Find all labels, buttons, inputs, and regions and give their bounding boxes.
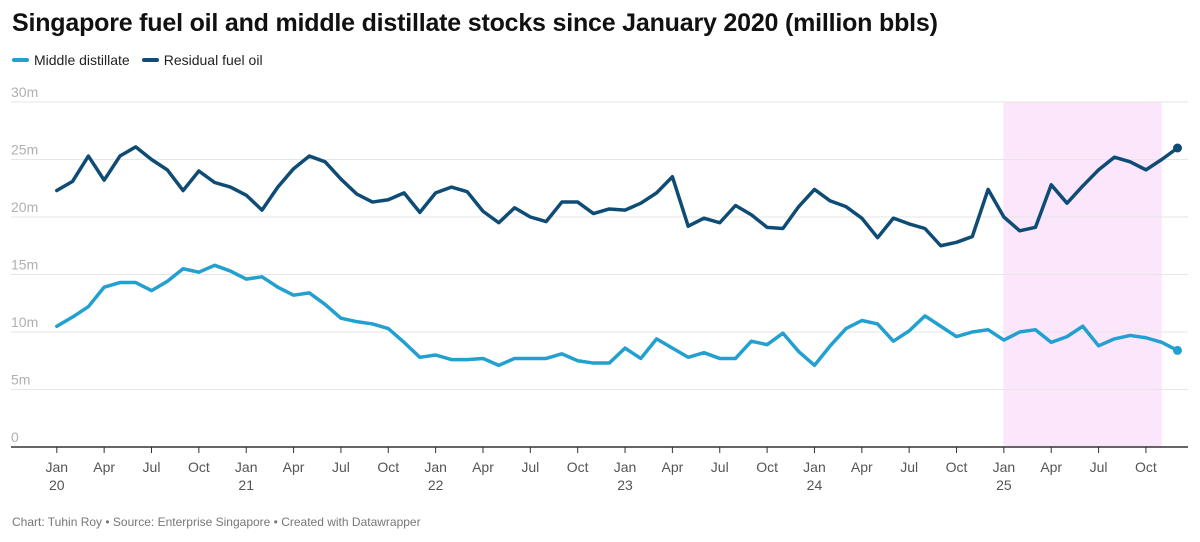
x-tick-year-0: 20 <box>49 477 65 493</box>
legend-swatch-residual-fuel-oil <box>141 58 159 62</box>
x-tick-label-30: Jul <box>521 459 539 475</box>
x-tick-label-63: Apr <box>1040 459 1062 475</box>
x-tick-label-0: Jan <box>46 459 69 475</box>
x-tick-year-48: 24 <box>807 477 823 493</box>
legend: Middle distillate Residual fuel oil <box>12 52 275 68</box>
legend-label-middle-distillate: Middle distillate <box>34 52 130 68</box>
x-tick-label-48: Jan <box>803 459 826 475</box>
series-line-middle-distillate <box>55 263 1180 368</box>
y-tick-label-10: 10m <box>11 314 38 330</box>
x-tick-label-21: Oct <box>377 459 399 475</box>
y-tick-label-0: 0 <box>11 429 19 445</box>
x-tick-label-33: Oct <box>567 459 589 475</box>
x-tick-label-3: Apr <box>93 459 115 475</box>
y-tick-label-30: 30m <box>11 84 38 100</box>
y-tick-label-25: 25m <box>11 142 38 158</box>
series-end-point-middle-distillate <box>1173 345 1182 355</box>
x-tick-label-6: Jul <box>143 459 161 475</box>
legend-item-residual-fuel-oil: Residual fuel oil <box>141 52 263 68</box>
y-tick-label-5: 5m <box>11 372 30 388</box>
x-tick-label-12: Jan <box>235 459 258 475</box>
x-tick-label-36: Jan <box>614 459 637 475</box>
x-tick-year-60: 25 <box>996 477 1012 493</box>
x-tick-year-24: 22 <box>428 477 444 493</box>
y-tick-label-20: 20m <box>11 199 38 215</box>
series-end-point-residual-fuel-oil <box>1173 143 1182 153</box>
x-tick-label-60: Jan <box>993 459 1016 475</box>
chart-footer: Chart: Tuhin Roy • Source: Enterprise Si… <box>12 515 421 529</box>
x-tick-label-69: Oct <box>1135 459 1157 475</box>
chart-title: Singapore fuel oil and middle distillate… <box>12 9 938 37</box>
x-tick-label-39: Apr <box>661 459 683 475</box>
legend-label-residual-fuel-oil: Residual fuel oil <box>163 52 263 68</box>
x-tick-year-36: 23 <box>617 477 633 493</box>
x-tick-label-45: Oct <box>756 459 778 475</box>
x-tick-label-18: Jul <box>332 459 350 475</box>
y-tick-label-15: 15m <box>11 257 38 273</box>
x-tick-label-15: Apr <box>283 459 305 475</box>
x-tick-label-66: Jul <box>1090 459 1108 475</box>
x-tick-label-51: Apr <box>851 459 873 475</box>
x-tick-label-42: Jul <box>711 459 729 475</box>
series-line-residual-fuel-oil <box>55 145 1180 248</box>
legend-item-middle-distillate: Middle distillate <box>12 52 130 68</box>
x-tick-year-12: 21 <box>238 477 254 493</box>
legend-swatch-middle-distillate <box>12 58 29 62</box>
x-tick-label-24: Jan <box>424 459 447 475</box>
series-lines-layer <box>55 143 1182 368</box>
x-axis-layer: Jan 20 Apr Jul Oct Jan 21 Apr Jul Oct Jan 22 Apr Jul O… <box>11 446 1188 493</box>
x-tick-label-54: Jul <box>900 459 918 475</box>
x-tick-label-57: Oct <box>946 459 968 475</box>
x-tick-label-9: Oct <box>188 459 210 475</box>
x-tick-label-27: Apr <box>472 459 494 475</box>
